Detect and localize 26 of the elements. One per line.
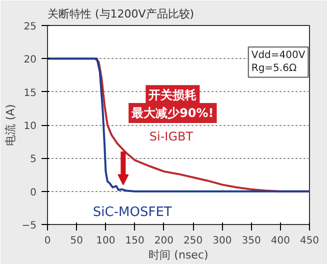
y-tick-label: 15 bbox=[24, 88, 37, 99]
y-tick-label: −5 bbox=[22, 220, 37, 232]
y-axis-title: 电流 (A) bbox=[4, 104, 17, 146]
series-label: SiC-MOSFET bbox=[92, 204, 172, 220]
y-tick-label: 5 bbox=[30, 154, 37, 166]
annotation: 最大减少90%! bbox=[130, 106, 214, 120]
x-tick-label: 250 bbox=[184, 236, 203, 246]
series-label: Si-IGBT bbox=[149, 130, 194, 144]
x-tick-label: 100 bbox=[96, 236, 116, 246]
x-tick-label: 50 bbox=[70, 236, 83, 246]
y-tick-label: 20 bbox=[24, 54, 37, 66]
y-tick-label: 10 bbox=[24, 121, 37, 132]
y-tick-label: 25 bbox=[24, 22, 37, 32]
x-tick-label: 400 bbox=[270, 236, 290, 246]
x-tick-label: 200 bbox=[154, 236, 174, 246]
y-tick-label: 0 bbox=[30, 187, 37, 198]
annotation: 开关损耗 bbox=[148, 88, 197, 102]
x-axis-title: 时间 (nsec) bbox=[148, 248, 208, 262]
x-tick-label: 150 bbox=[125, 236, 144, 246]
x-tick-label: 450 bbox=[300, 236, 320, 246]
x-tick-label: 350 bbox=[242, 236, 261, 246]
line-series bbox=[48, 58, 310, 192]
x-tick-label: 0 bbox=[44, 236, 51, 246]
annotation: Vdd=400V Rg=5.6Ω bbox=[251, 50, 306, 74]
x-tick-label: 300 bbox=[212, 236, 232, 246]
chart-title: 关断特性 (与1200V产品比较) bbox=[48, 8, 194, 20]
